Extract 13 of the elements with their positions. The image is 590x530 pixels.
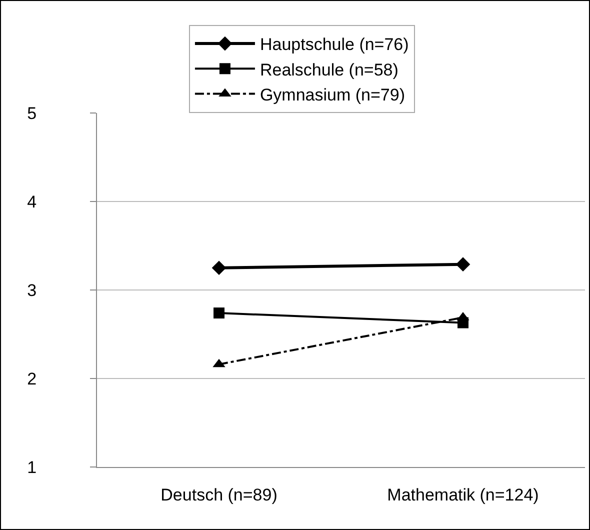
y-tick-label: 2 [27,369,37,388]
x-tick-label: Deutsch (n=89) [160,485,278,504]
legend-label: Gymnasium (n=79) [260,85,405,104]
legend-label: Realschule (n=58) [260,60,398,80]
x-tick-label: Mathematik (n=124) [387,485,539,504]
legend-label: Hauptschule (n=76) [260,35,409,54]
y-tick-label: 4 [27,192,37,212]
point [214,308,224,319]
y-tick-label: 5 [27,104,37,123]
point [456,257,470,272]
y-tick-label: 1 [27,458,37,477]
y-tick-label: 3 [27,280,37,300]
point [212,260,226,276]
